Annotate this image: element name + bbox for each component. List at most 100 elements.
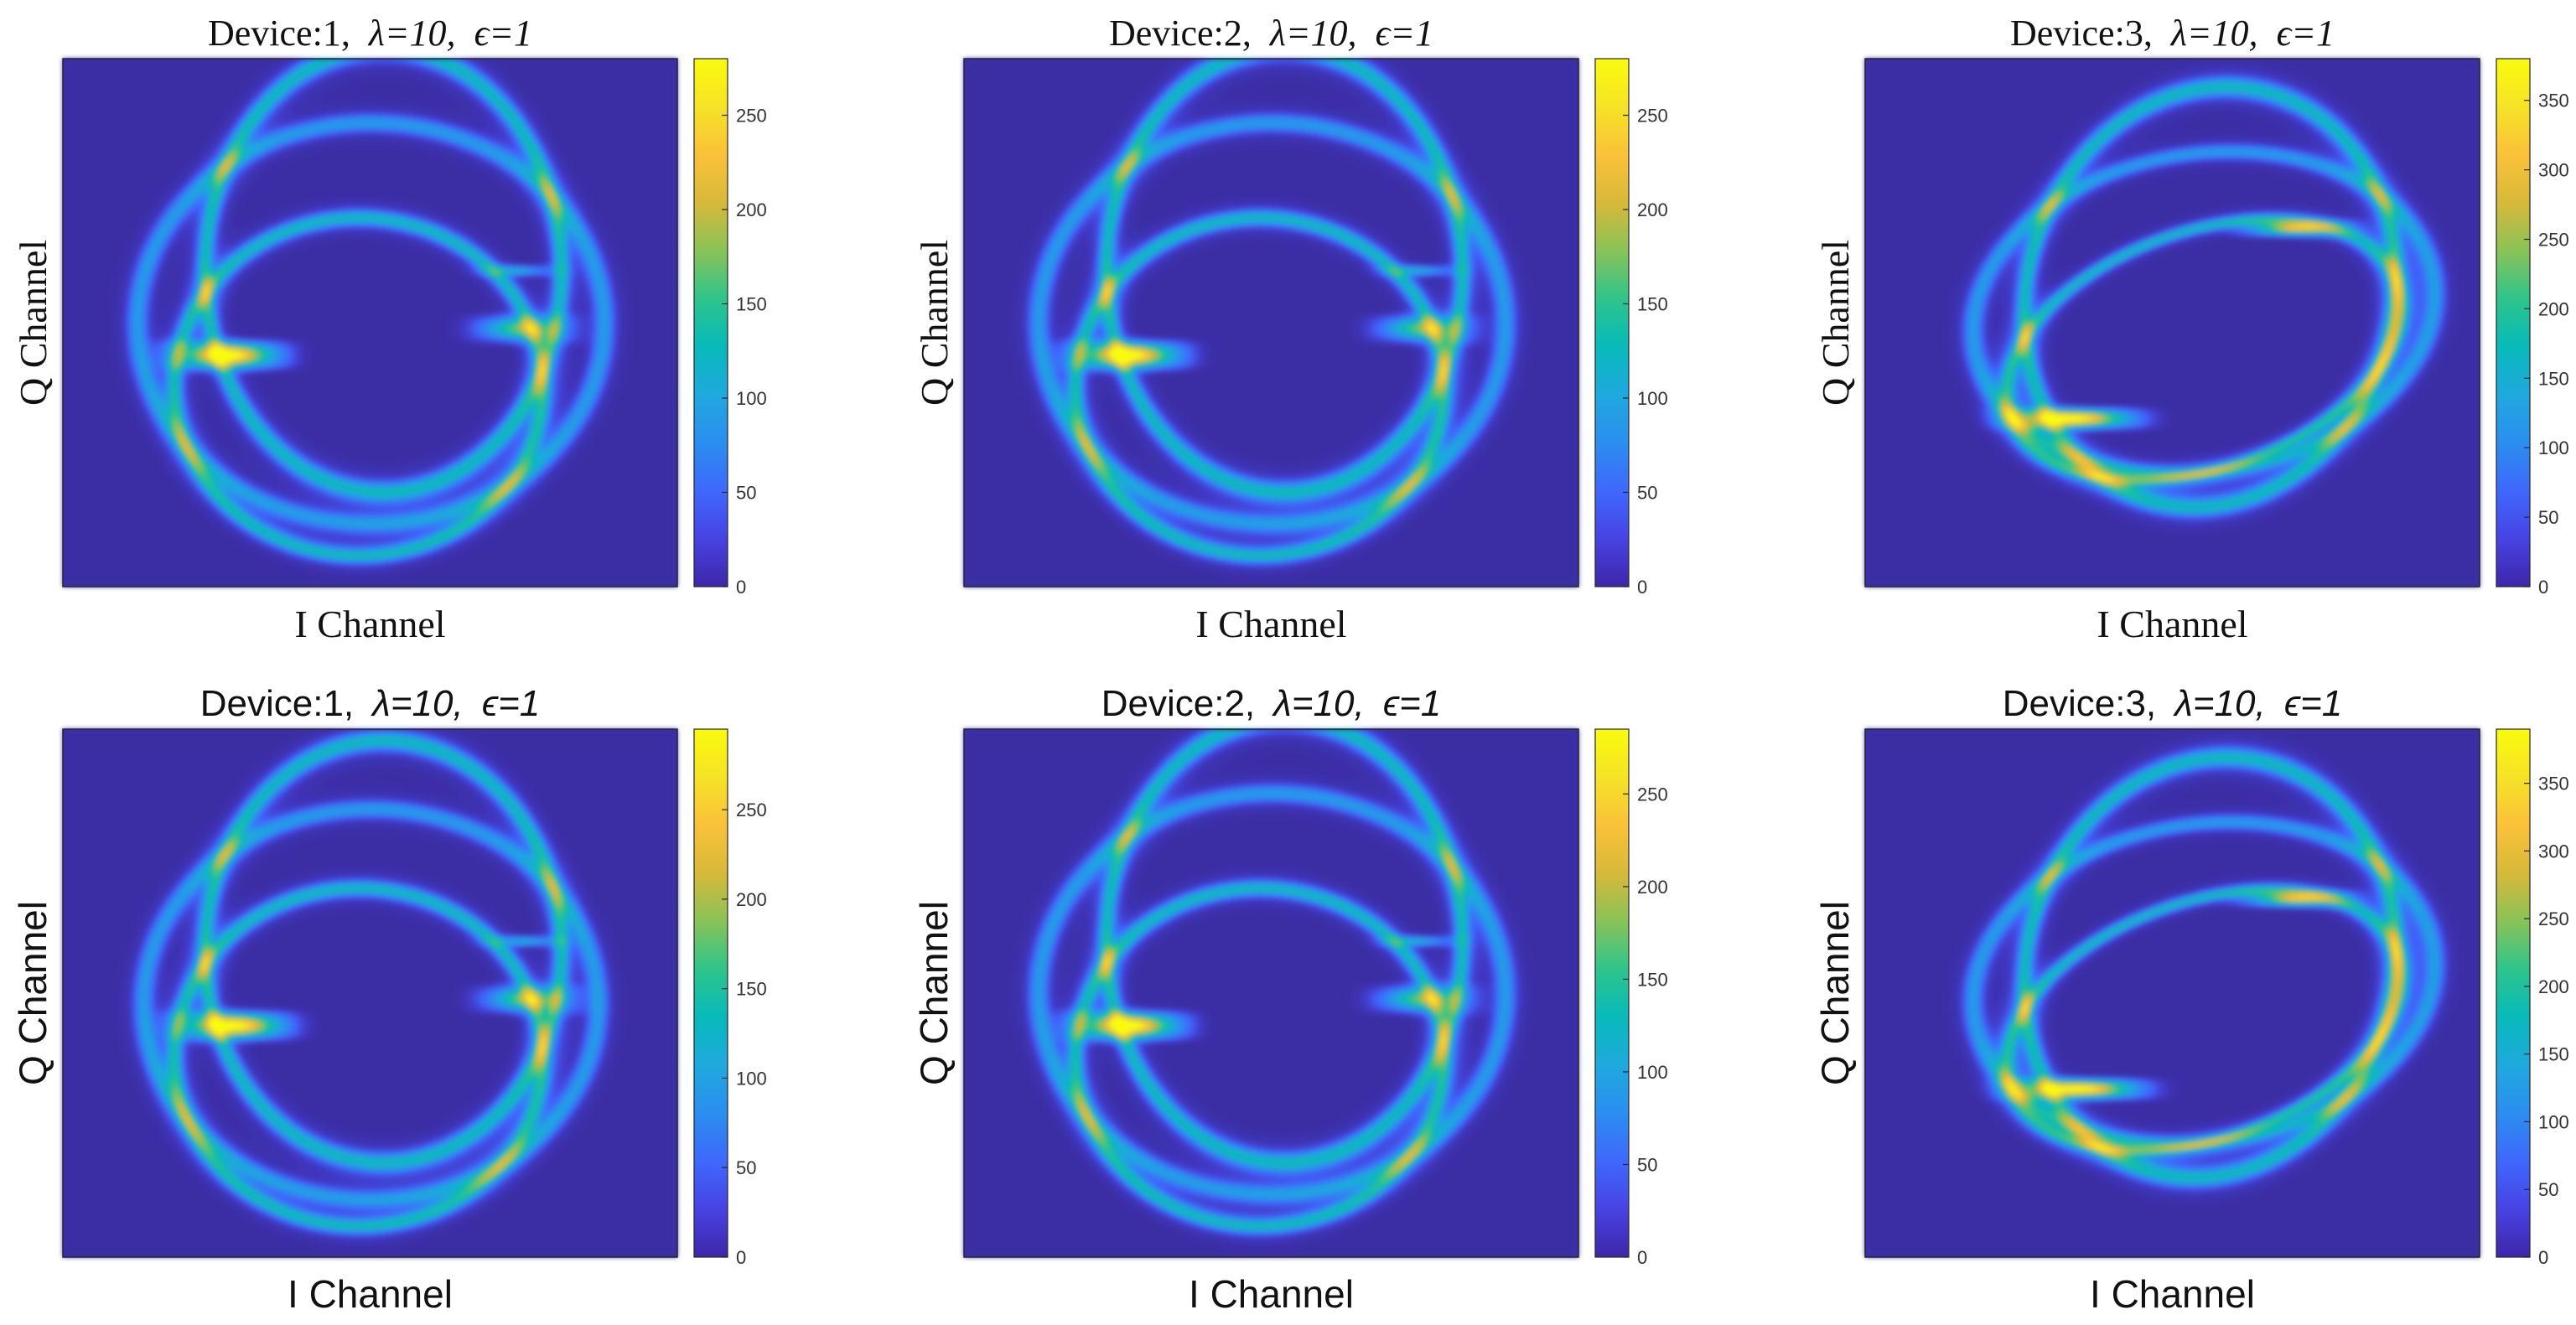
title-device: Device:2, <box>1101 683 1255 724</box>
plot-frame <box>62 728 678 1258</box>
colorbar-tick-label: 200 <box>1637 199 1668 220</box>
heatmap-image <box>1865 59 2480 587</box>
colorbar-tick-label: 0 <box>736 577 746 598</box>
title-device: Device:3, <box>2010 13 2153 54</box>
heatmap-panel: Device:3, λ=10, ϵ=1 I Channel Q Channel 0 50 10… <box>1813 683 2569 1316</box>
panel-title: Device:1, λ=10, ϵ=1 <box>200 683 541 724</box>
title-lambda: λ=10, <box>2169 13 2258 54</box>
colorbar-tick-label: 150 <box>1637 969 1668 990</box>
colorbar-tick-label: 50 <box>1637 483 1657 504</box>
colorbar-tick-label: 100 <box>1637 1062 1668 1083</box>
panel-title: Device:2, λ=10, ϵ=1 <box>1101 683 1442 724</box>
colorbar-tick-label: 350 <box>2538 91 2569 111</box>
colorbar-tick-label: 50 <box>2538 1179 2558 1200</box>
colorbar-tick-label: 350 <box>2538 774 2569 794</box>
colorbar-tick-label: 0 <box>736 1247 746 1268</box>
y-axis-label: Q Channel <box>912 901 956 1085</box>
title-lambda: λ=10, <box>367 13 456 54</box>
colorbar-tick-label: 150 <box>736 979 767 1000</box>
colorbar <box>1594 728 1630 1258</box>
title-epsilon: ϵ=1 <box>482 683 541 724</box>
colorbar-tick-label: 250 <box>1637 106 1668 127</box>
plot-frame <box>1864 728 2480 1258</box>
colorbar-tick-label: 300 <box>2538 160 2569 181</box>
colorbar <box>693 728 728 1258</box>
heatmap-panel: Device:1, λ=10, ϵ=1 I Channel Q Channel 0 50 10… <box>11 683 767 1316</box>
colorbar-tick-label: 50 <box>1637 1154 1657 1175</box>
plot-frame <box>963 58 1579 587</box>
panel-title: Device:1, λ=10, ϵ=1 <box>208 13 532 54</box>
panel-title: Device:3, λ=10, ϵ=1 <box>2010 13 2335 54</box>
title-epsilon: ϵ=1 <box>474 13 532 54</box>
colorbar-tick-label: 50 <box>2538 507 2558 528</box>
title-epsilon: ϵ=1 <box>2277 13 2335 54</box>
x-axis-label: I Channel <box>2097 603 2247 645</box>
x-axis-label: I Channel <box>1195 603 1346 645</box>
title-device: Device:1, <box>208 13 350 54</box>
colorbar <box>2496 728 2531 1258</box>
title-lambda: λ=10, <box>1272 683 1365 724</box>
title-epsilon: ϵ=1 <box>1383 683 1442 724</box>
colorbar <box>1594 58 1630 587</box>
heatmap-panel: Device:2, λ=10, ϵ=1 I Channel Q Channel 0 50 10… <box>912 683 1668 1316</box>
colorbar-tick-label: 150 <box>2538 368 2569 389</box>
colorbar-tick-label: 0 <box>1637 577 1647 598</box>
heatmap-image <box>964 729 1578 1257</box>
colorbar-tick-label: 250 <box>1637 784 1668 805</box>
colorbar-tick-label: 150 <box>736 294 767 315</box>
colorbar-tick-label: 250 <box>736 800 767 820</box>
heatmap-panel: Device:1, λ=10, ϵ=1 I Channel Q Channel 0 50 10… <box>12 13 767 645</box>
heatmap-image <box>63 59 677 587</box>
colorbar-tick-label: 100 <box>2538 1111 2569 1132</box>
title-lambda: λ=10, <box>1268 13 1357 54</box>
plot-frame <box>1864 58 2480 587</box>
colorbar-tick-label: 200 <box>736 889 767 910</box>
colorbar-tick-label: 150 <box>2538 1044 2569 1065</box>
colorbar-tick-label: 50 <box>736 483 756 504</box>
colorbar <box>2496 58 2531 587</box>
title-lambda: λ=10, <box>2173 683 2266 724</box>
colorbar-tick-label: 300 <box>2538 841 2569 862</box>
x-axis-label: I Channel <box>288 1272 453 1316</box>
colorbar-tick-label: 0 <box>2538 1247 2548 1268</box>
title-epsilon: ϵ=1 <box>1376 13 1433 54</box>
x-axis-label: I Channel <box>2090 1272 2255 1316</box>
colorbar-tick-label: 100 <box>2538 437 2569 458</box>
y-axis-label: Q Channel <box>913 240 956 406</box>
title-epsilon: ϵ=1 <box>2284 683 2343 724</box>
title-device: Device:2, <box>1109 13 1252 54</box>
colorbar-tick-label: 200 <box>1637 877 1668 898</box>
x-axis-label: I Channel <box>1189 1272 1354 1316</box>
colorbar-tick-label: 200 <box>2538 976 2569 997</box>
panel-title: Device:2, λ=10, ϵ=1 <box>1109 13 1433 54</box>
y-axis-label: Q Channel <box>12 240 54 406</box>
y-axis-label: Q Channel <box>1813 901 1857 1085</box>
colorbar-tick-label: 250 <box>2538 908 2569 929</box>
heatmap-image <box>1865 729 2480 1257</box>
colorbar-tick-label: 100 <box>1637 388 1668 409</box>
title-lambda: λ=10, <box>371 683 464 724</box>
y-axis-label: Q Channel <box>1814 240 1857 406</box>
colorbar <box>693 58 728 587</box>
heatmap-image <box>63 729 677 1257</box>
colorbar-tick-label: 200 <box>2538 298 2569 319</box>
colorbar-tick-label: 0 <box>1637 1247 1647 1268</box>
title-device: Device:1, <box>200 683 354 724</box>
x-axis-label: I Channel <box>294 603 445 645</box>
colorbar-tick-label: 0 <box>2538 577 2548 598</box>
colorbar-tick-label: 50 <box>736 1157 756 1178</box>
colorbar-tick-label: 200 <box>736 199 767 220</box>
heatmap-panel: Device:3, λ=10, ϵ=1 I Channel Q Channel 0 50 10… <box>1814 13 2569 645</box>
colorbar-tick-label: 150 <box>1637 294 1668 315</box>
plot-frame <box>62 58 678 587</box>
plot-frame <box>963 728 1579 1258</box>
colorbar-tick-label: 100 <box>736 1068 767 1089</box>
colorbar-tick-label: 250 <box>2538 230 2569 251</box>
heatmap-image <box>964 59 1578 587</box>
panel-title: Device:3, λ=10, ϵ=1 <box>2003 683 2343 724</box>
y-axis-label: Q Channel <box>11 901 54 1085</box>
title-device: Device:3, <box>2003 683 2156 724</box>
colorbar-tick-label: 100 <box>736 388 767 409</box>
heatmap-panel: Device:2, λ=10, ϵ=1 I Channel Q Channel 0 50 10… <box>913 13 1668 645</box>
